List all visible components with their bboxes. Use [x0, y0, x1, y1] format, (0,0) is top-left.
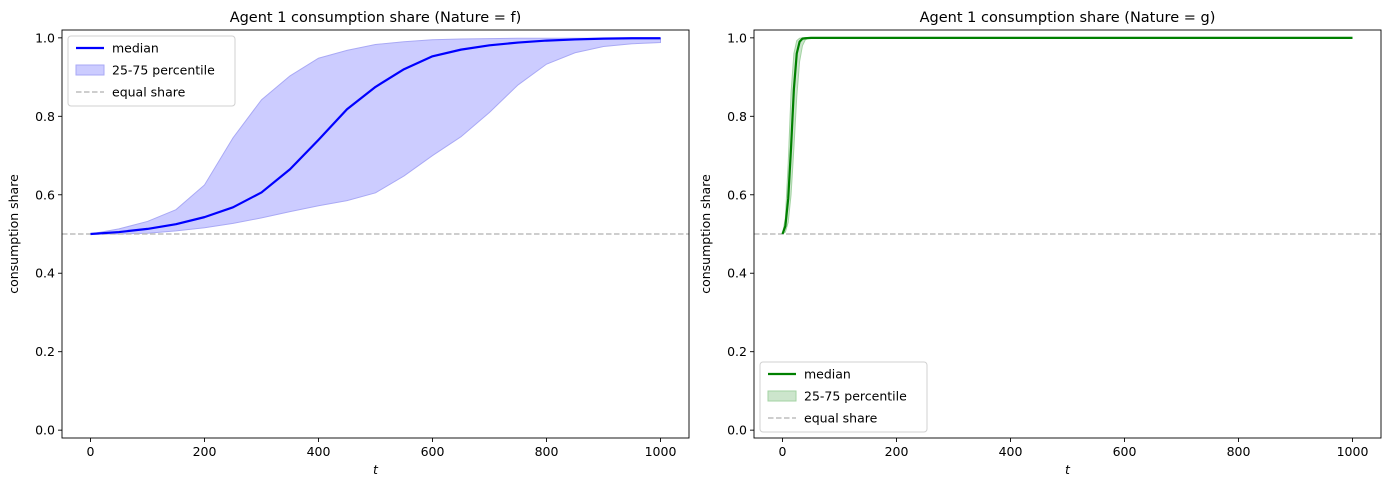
y-tick-label: 0.8	[727, 109, 747, 124]
y-tick-label: 0.0	[727, 423, 747, 438]
x-tick-label: 800	[1227, 444, 1251, 459]
x-tick-label: 0	[87, 444, 95, 459]
legend-band-swatch	[768, 391, 796, 401]
y-tick-label: 0.2	[35, 344, 55, 359]
legend-median-label: median	[112, 41, 159, 56]
chart-title: Agent 1 consumption share (Nature = f)	[230, 10, 522, 26]
x-tick-label: 1000	[1337, 444, 1369, 459]
x-axis-label: t	[373, 462, 379, 477]
y-tick-label: 0.0	[35, 423, 55, 438]
y-tick-label: 0.8	[35, 109, 55, 124]
x-tick-label: 1000	[645, 444, 677, 459]
plot-area	[754, 38, 1381, 234]
x-tick-label: 400	[999, 444, 1023, 459]
legend: median 25-75 percentile equal share	[68, 36, 235, 106]
x-tick-label: 200	[193, 444, 217, 459]
y-tick-label: 1.0	[35, 30, 55, 45]
x-tick-label: 0	[779, 444, 787, 459]
legend-band-label: 25-75 percentile	[804, 389, 907, 404]
y-tick-label: 0.6	[727, 187, 747, 202]
x-tick-label: 800	[535, 444, 559, 459]
y-tick-label: 0.4	[727, 266, 747, 281]
chart-title: Agent 1 consumption share (Nature = g)	[920, 10, 1216, 26]
percentile-band	[783, 38, 1353, 234]
x-tick-label: 600	[1113, 444, 1137, 459]
y-axis-label: consumption share	[698, 174, 713, 294]
y-tick-label: 0.6	[35, 187, 55, 202]
y-tick-label: 0.2	[727, 344, 747, 359]
legend-equal-label: equal share	[112, 85, 186, 100]
x-tick-label: 200	[885, 444, 909, 459]
legend-median-label: median	[804, 367, 851, 382]
y-axis-label: consumption share	[6, 174, 21, 294]
x-axis-label: t	[1065, 462, 1071, 477]
y-tick-label: 0.4	[35, 266, 55, 281]
legend: median 25-75 percentile equal share	[760, 362, 927, 432]
y-tick-label: 1.0	[727, 30, 747, 45]
left-panel: 0 200 400 600 800 1000 0.0 0.2 0.4 0.6 0.8 1.0 Agent…	[6, 10, 689, 477]
right-panel: 0 200 400 600 800 1000 0.0 0.2 0.4 0.6 0.8 1.0 Agent…	[698, 10, 1381, 477]
legend-band-label: 25-75 percentile	[112, 63, 215, 78]
legend-band-swatch	[76, 65, 104, 75]
legend-equal-label: equal share	[804, 411, 878, 426]
x-tick-label: 400	[307, 444, 331, 459]
median-line	[783, 38, 1353, 234]
x-tick-label: 600	[421, 444, 445, 459]
